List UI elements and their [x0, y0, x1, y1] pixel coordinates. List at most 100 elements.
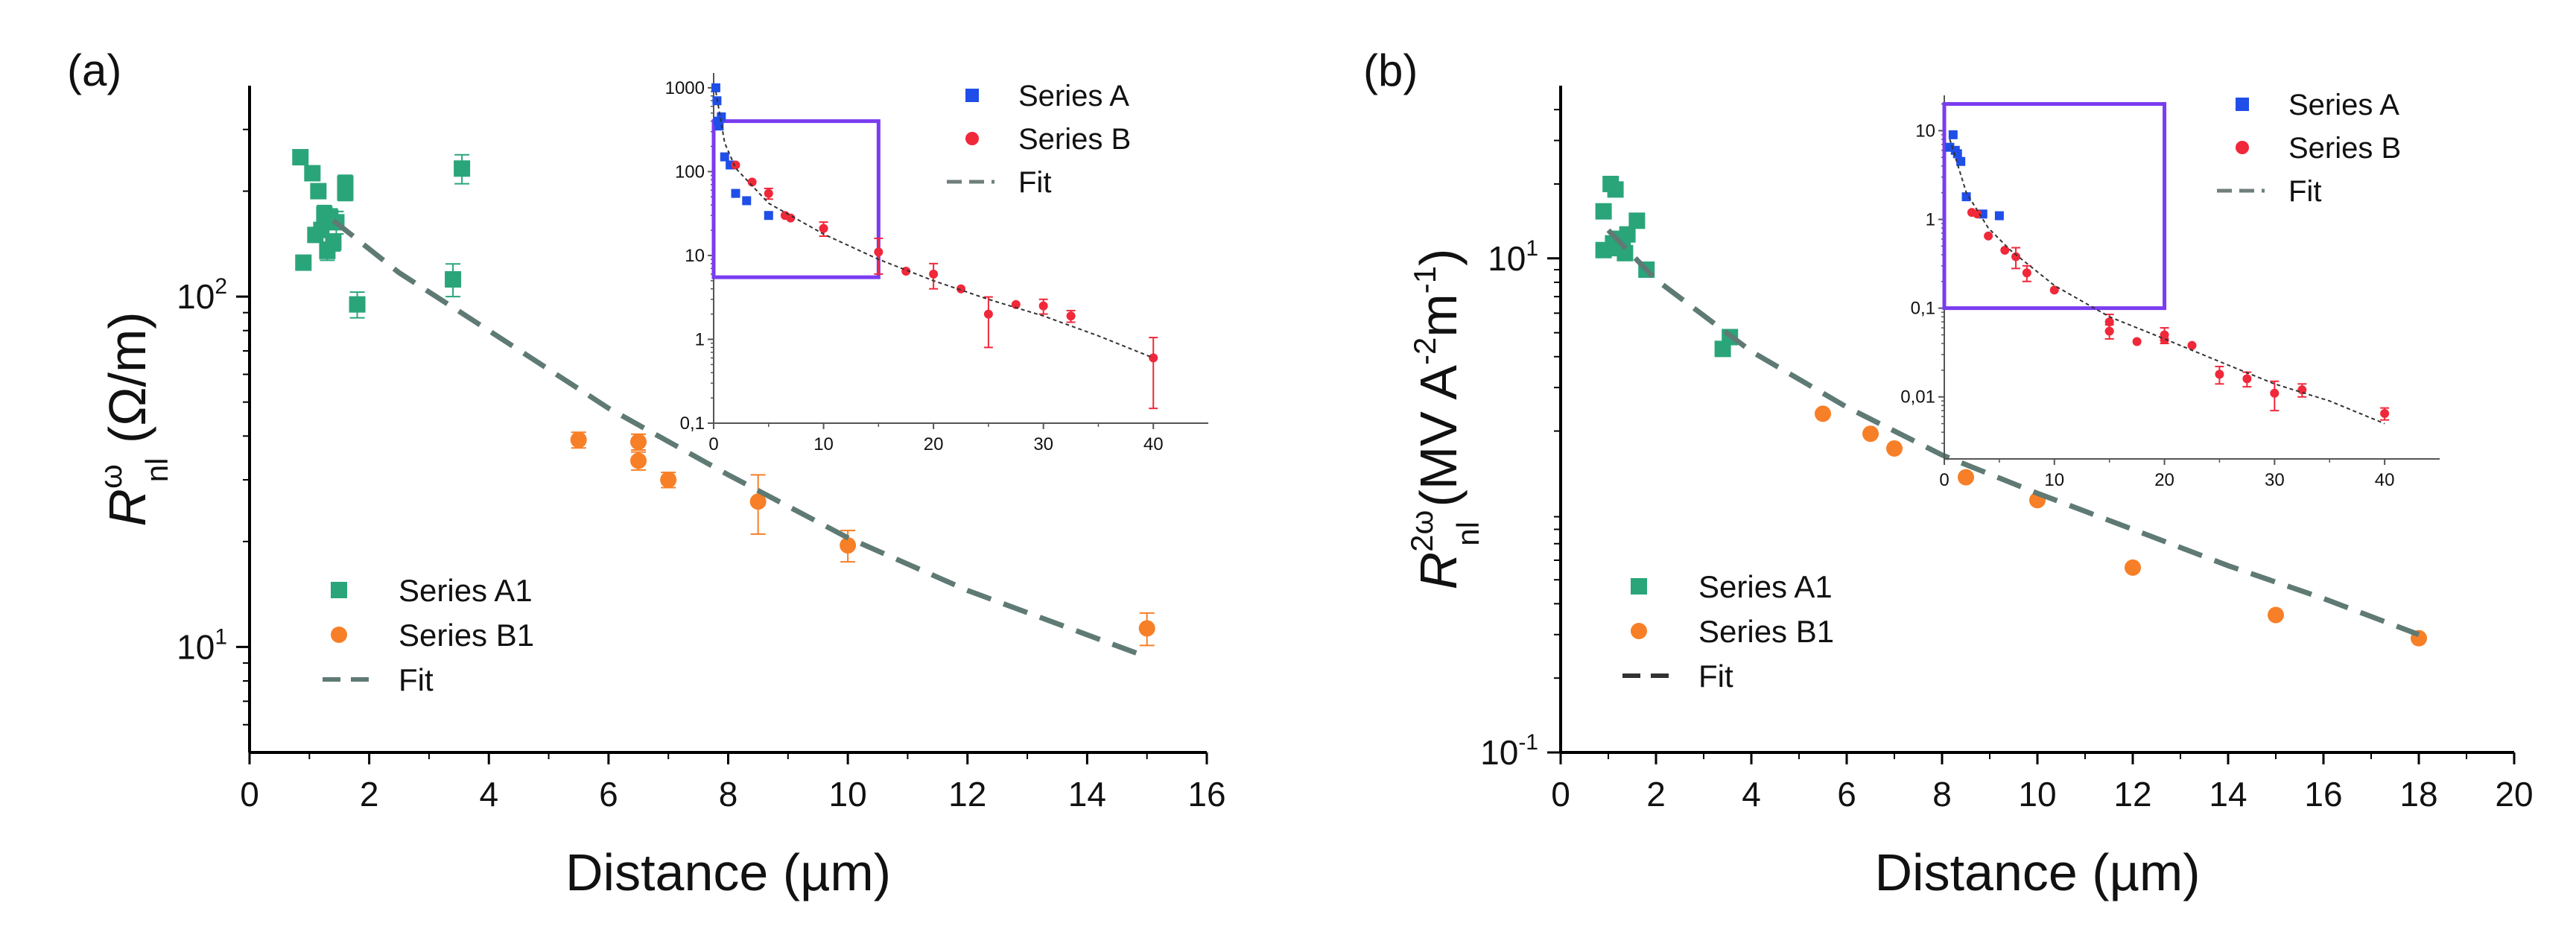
inset-legend-symbol	[965, 89, 979, 102]
inset-series-series-b	[1967, 208, 2390, 421]
inset-y-tick-label: 0,1	[1911, 299, 1935, 319]
inset-series-fit	[1949, 139, 2385, 425]
data-point	[2268, 606, 2284, 624]
legend-symbol	[331, 627, 347, 643]
inset-legend-label: Series A	[2288, 89, 2399, 121]
inset-data-point	[786, 213, 796, 223]
series-fit	[331, 218, 1142, 658]
legend-label: Series B1	[1698, 614, 1834, 649]
y-tick-label: 102	[177, 274, 227, 316]
x-tick-label: 10	[829, 775, 867, 814]
data-point	[1628, 212, 1646, 229]
legend-symbol	[1631, 623, 1647, 639]
x-tick-label: 6	[599, 775, 618, 814]
inset-data-point	[1952, 149, 1962, 159]
inset-data-point	[731, 160, 740, 170]
data-point	[1138, 620, 1155, 637]
inset-data-point	[2049, 285, 2059, 295]
x-tick-label: 12	[2113, 775, 2151, 814]
inset-legend-symbol	[2236, 141, 2249, 154]
x-tick-label: 16	[1187, 775, 1225, 814]
x-tick-label: 16	[2304, 775, 2342, 814]
inset-data-point	[764, 211, 773, 221]
inset-y-tick-label: 100	[675, 162, 705, 182]
data-point	[1815, 405, 1831, 422]
x-tick-label: 14	[1068, 775, 1106, 814]
inset-data-point	[711, 83, 720, 92]
inset-data-point	[929, 269, 939, 279]
y-tick-label: 10-1	[1480, 730, 1538, 772]
data-point	[1595, 203, 1612, 220]
x-tick-label: 10	[2018, 775, 2056, 814]
inset-data-point	[2187, 340, 2197, 350]
inset-data-point	[983, 309, 993, 319]
data-point	[292, 148, 309, 165]
data-point	[630, 434, 647, 451]
inset-series-series-a	[711, 83, 773, 221]
inset-data-point	[1984, 231, 1993, 241]
inset-data-point	[1011, 299, 1021, 309]
series-series-b1	[570, 431, 1155, 647]
inset-data-point	[720, 152, 729, 162]
inset-data-point	[1149, 353, 1158, 363]
inset-legend-label: Series A	[1018, 80, 1129, 112]
inset-data-point	[2000, 245, 2010, 255]
inset-x-tick-label: 10	[2044, 470, 2064, 490]
inset-x-tick-label: 30	[1033, 434, 1053, 454]
inset-data-point	[2380, 409, 2390, 419]
inset-y-tick-label: 1	[695, 329, 705, 349]
data-point	[304, 165, 321, 182]
inset-y-tick-label: 1	[1926, 210, 1935, 230]
inset-series-series-b	[731, 160, 1158, 410]
inset-data-point	[1961, 192, 1971, 202]
inset-x-tick-label: 0	[708, 434, 718, 454]
data-point	[337, 184, 354, 201]
inset-data-point	[1066, 311, 1076, 321]
legend-label: Fit	[1698, 659, 1733, 694]
panel-label-b: (b)	[1363, 45, 1418, 95]
data-point	[1617, 244, 1634, 261]
x-tick-label: 12	[948, 775, 986, 814]
data-point	[570, 431, 587, 448]
inset-data-point	[764, 188, 773, 198]
x-tick-label: 4	[479, 775, 498, 814]
inset-zoom-box	[1942, 102, 2167, 311]
inset-data-point	[819, 224, 828, 233]
data-point	[840, 537, 857, 554]
inset-data-point	[742, 196, 752, 206]
legend-label: Series A1	[1698, 569, 1833, 604]
y-tick-label: 101	[177, 624, 227, 666]
inset-x-tick-label: 40	[2375, 470, 2395, 490]
inset-data-point	[957, 284, 965, 294]
x-tick-label: 0	[1551, 775, 1570, 814]
data-point	[660, 472, 677, 489]
data-point	[295, 254, 312, 271]
inset-x-tick-label: 40	[1143, 434, 1164, 454]
legend-symbol	[331, 582, 347, 598]
inset-series-series-a	[1945, 130, 2004, 221]
inset-x-tick-label: 30	[2265, 470, 2285, 490]
inset-chart-b: 0 10 20 30 40 0,01 0,1 1 10 Series A Series B Fit	[1900, 89, 2440, 490]
y-axis-label: Rω nl (Ω/m)	[93, 311, 174, 526]
inset-y-tick-label: 10	[685, 246, 705, 266]
data-point	[1607, 181, 1624, 198]
inset-x-tick-label: 0	[1939, 470, 1949, 490]
x-tick-label: 18	[2399, 775, 2437, 814]
inset-data-point	[1038, 301, 1048, 311]
inset-x-tick-label: 20	[924, 434, 944, 454]
data-point	[1619, 226, 1636, 243]
x-tick-label: 8	[719, 775, 738, 814]
main-legend: Series A1 Series B1 Fit	[323, 573, 534, 697]
inset-data-point	[2270, 388, 2280, 398]
x-axis-label: Distance (µm)	[1874, 843, 2200, 901]
inset-data-point	[1994, 211, 2004, 221]
x-axis-label: Distance (µm)	[565, 843, 891, 901]
x-tick-label: 14	[2209, 775, 2247, 814]
inset-data-point	[2132, 337, 2142, 346]
x-tick-label: 2	[360, 775, 379, 814]
series-series-a1	[1595, 175, 1739, 358]
inset-legend-label: Series B	[2288, 132, 2401, 165]
inset-data-point	[2242, 374, 2252, 384]
